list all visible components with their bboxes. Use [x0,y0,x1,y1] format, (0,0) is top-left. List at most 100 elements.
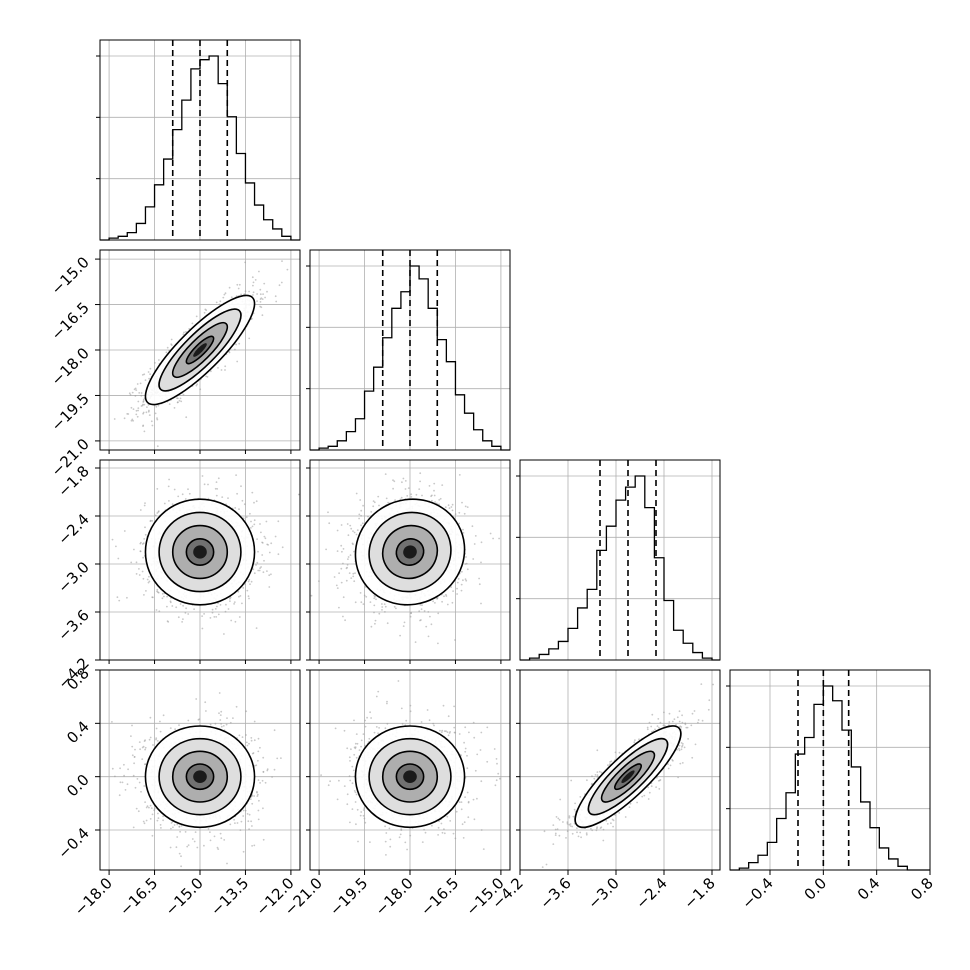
contour-line [395,538,425,567]
scatter-point [392,479,394,482]
scatter-point [242,809,245,812]
scatter-point [286,268,289,271]
scatter-point [244,809,247,812]
scatter-point [361,522,364,525]
scatter-point [115,545,117,548]
scatter-point [229,596,232,599]
scatter-point [498,537,500,540]
scatter-point [138,568,140,570]
scatter-point [210,370,212,373]
scatter-point [445,593,447,596]
scatter-point [251,802,254,805]
scatter-point [233,601,236,603]
scatter-point [160,827,162,829]
scatter-point [448,507,451,509]
scatter-point [224,610,227,613]
scatter-point [462,579,464,582]
scatter-point [373,594,376,597]
scatter-point [433,494,436,497]
scatter-point [262,571,265,574]
scatter-point [471,525,474,528]
scatter-point [123,530,126,532]
scatter-point [207,483,209,486]
scatter-point [177,495,180,498]
scatter-point [355,533,358,536]
scatter-point [178,825,181,828]
scatter-point [156,418,159,421]
scatter-point [143,822,146,825]
scatter-point [262,838,265,841]
scatter-point [465,579,468,582]
scatter-point [228,286,231,289]
scatter-point [378,612,381,615]
scatter-point [146,406,148,408]
scatter-point [387,501,389,504]
scatter-point [336,550,339,552]
scatter-point [404,480,407,482]
scatter-point [218,692,221,694]
scatter-point [370,625,373,628]
scatter-point [410,612,412,614]
scatter-point [257,737,260,740]
scatter-point [461,501,463,504]
scatter-point [129,394,132,396]
scatter-point [214,487,217,490]
scatter-point [248,578,251,581]
scatter-point [182,618,184,620]
scatter-point [146,578,149,581]
scatter-point [151,520,154,522]
scatter-point [89,436,91,438]
scatter-point [443,595,445,598]
scatter-point [347,534,350,537]
scatter-point [144,526,146,529]
scatter-point [243,503,246,506]
scatter-point [250,820,253,823]
scatter-point [242,850,245,853]
scatter-point [169,600,172,603]
scatter-point [346,566,348,569]
scatter-point [241,602,243,605]
scatter-point [135,807,138,810]
scatter-point [374,622,376,625]
scatter-point [350,527,353,530]
scatter-point [161,592,164,595]
scatter-point [235,474,238,476]
scatter-point [430,623,433,626]
scatter-point [340,581,343,584]
scatter-point [149,716,152,719]
scatter-point [261,554,264,556]
scatter-point [432,600,434,603]
scatter-point [137,407,140,409]
scatter-point [252,291,255,294]
scatter-point [130,561,133,564]
scatter-point [404,488,407,490]
scatter-point [381,609,383,611]
scatter-point [133,548,135,551]
scatter-point [252,284,254,287]
scatter-point [194,831,197,833]
scatter-point [205,375,208,378]
scatter-point [179,397,182,400]
scatter-point [236,283,239,286]
scatter-point [252,294,254,296]
scatter-point [253,501,255,504]
scatter-point [168,500,170,502]
density-panel-1-3 [99,459,301,661]
scatter-point [260,306,263,309]
scatter-point [406,495,409,497]
scatter-point [346,563,349,566]
scatter-point [140,541,142,544]
scatter-point [229,721,232,724]
contour-line [185,537,215,566]
scatter-point [229,823,232,826]
scatter-point [163,502,166,505]
scatter-point [381,606,384,608]
scatter-point [342,562,344,565]
scatter-point [410,493,413,496]
scatter-point [238,595,240,598]
scatter-point [236,360,239,363]
scatter-point [480,602,482,605]
scatter-point [420,619,422,621]
scatter-point [250,580,253,583]
scatter-point [134,786,137,789]
